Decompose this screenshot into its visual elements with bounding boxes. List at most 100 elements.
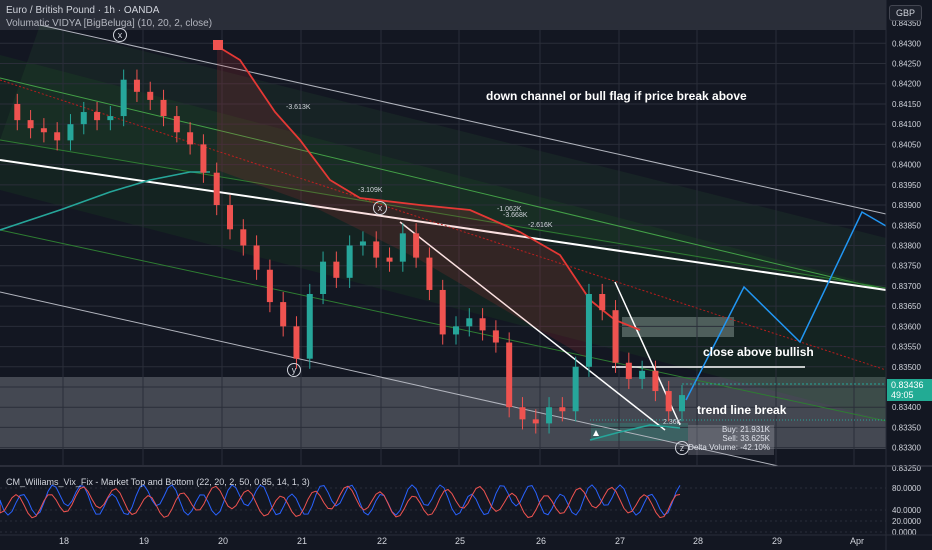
- x-tick-label: 25: [455, 536, 465, 546]
- x-tick-label: 29: [772, 536, 782, 546]
- candle-body: [280, 302, 287, 327]
- candle-body: [359, 241, 366, 246]
- y-tick-label: 0.84000: [892, 161, 921, 170]
- header-band: [0, 0, 886, 30]
- candle-body: [306, 294, 313, 359]
- x-tick-label: Apr: [850, 536, 864, 546]
- candle-body: [453, 326, 459, 335]
- y-tick-label: 0.84300: [892, 39, 921, 48]
- x-tick-label: 28: [693, 536, 703, 546]
- candle-body: [67, 124, 74, 141]
- candle-body: [94, 112, 101, 121]
- candle-body: [665, 391, 672, 412]
- main-trend-line: [0, 159, 887, 291]
- candle-body: [532, 419, 539, 424]
- candle-body: [120, 79, 127, 117]
- y-tick-label: 0.84250: [892, 60, 921, 69]
- candle-body: [399, 233, 406, 262]
- candle-body: [333, 261, 340, 278]
- candle-body: [572, 366, 579, 412]
- y-tick-label: 0.84350: [892, 19, 921, 28]
- candle-body: [386, 257, 393, 262]
- y-tick-label: 0.84150: [892, 100, 921, 109]
- osc-tick-label: 20.0000: [892, 517, 921, 526]
- candle-body: [652, 370, 659, 392]
- candle-body: [546, 407, 553, 424]
- annotation-close-above: close above bullish: [703, 345, 814, 359]
- candle-body: [133, 79, 140, 92]
- wave-label-y[interactable]: y: [287, 363, 301, 377]
- x-tick-label: 27: [615, 536, 625, 546]
- candles: [14, 69, 685, 434]
- red-mid-line: [0, 79, 887, 371]
- vidya-fill: [217, 46, 590, 360]
- price-axis: 0.84350 0.84300 0.84250 0.84200 0.84150 0.841…: [892, 19, 921, 473]
- annotation-trend-break: trend line break: [697, 403, 787, 417]
- y-tick-label: 0.83900: [892, 201, 921, 210]
- vol-label-1: -3.613K: [286, 104, 311, 111]
- delta-volume: Delta Volume: -42.10%: [688, 443, 770, 452]
- wave-label-x1[interactable]: x: [113, 28, 127, 42]
- y-tick-label: 0.83800: [892, 241, 921, 250]
- candle-body: [293, 326, 300, 359]
- currency-button[interactable]: GBP: [888, 5, 922, 21]
- x-tick-label: 18: [59, 536, 69, 546]
- y-tick-label: 0.83750: [892, 262, 921, 271]
- y-tick-label: 0.83400: [892, 403, 921, 412]
- vol-label-2: -3.109K: [358, 187, 383, 194]
- y-tick-label: 0.83550: [892, 343, 921, 352]
- symbol-title[interactable]: Euro / British Pound · 1h · OANDA: [6, 5, 160, 16]
- candle-body: [107, 116, 114, 121]
- candle-body: [639, 370, 646, 379]
- vol-label-4: -3.668K: [503, 212, 528, 219]
- x-tick-label: 22: [377, 536, 387, 546]
- current-price: 0.83436: [891, 380, 924, 390]
- projection-path: [685, 210, 887, 401]
- candle-body: [492, 330, 499, 343]
- x-tick-label: 20: [218, 536, 228, 546]
- channel-mid-green: [0, 77, 887, 291]
- candle-body: [479, 318, 486, 331]
- candle-body: [187, 132, 194, 145]
- candle-body: [612, 310, 619, 363]
- vol-label-6: 2.36K: [663, 419, 682, 426]
- candle-body: [506, 342, 513, 408]
- y-tick-label: 0.83300: [892, 444, 921, 453]
- y-tick-label: 0.83700: [892, 282, 921, 291]
- x-tick-label: 26: [536, 536, 546, 546]
- annotation-channel: down channel or bull flag if price break…: [486, 89, 747, 103]
- candle-body: [413, 233, 420, 258]
- candle-body: [227, 205, 233, 230]
- y-tick-label: 0.83850: [892, 221, 921, 230]
- sell-marker: [213, 40, 223, 50]
- y-tick-label: 0.83950: [892, 181, 921, 190]
- candle-body: [40, 128, 47, 133]
- candle-body: [80, 112, 87, 125]
- candle-body: [599, 294, 606, 311]
- oscillator-title[interactable]: CM_Williams_Vix_Fix - Market Top and Bot…: [6, 477, 310, 487]
- y-tick-label: 0.83350: [892, 423, 921, 432]
- candle-body: [466, 318, 473, 327]
- y-tick-label: 0.83250: [892, 464, 921, 473]
- indicator-title[interactable]: Volumatic VIDYA [BigBeluga] (10, 20, 2, …: [6, 18, 213, 29]
- candle-body: [14, 103, 21, 121]
- wave-label-x2[interactable]: x: [373, 201, 387, 215]
- bar-countdown: 49:05: [891, 390, 914, 400]
- candle-body: [160, 99, 167, 117]
- candle-body: [625, 362, 632, 379]
- candle-body: [373, 241, 380, 258]
- lower-channel-line: [0, 291, 797, 471]
- candle-body: [266, 269, 273, 303]
- y-tick-label: 0.83650: [892, 302, 921, 311]
- candle-body: [147, 91, 154, 100]
- candle-body: [54, 132, 61, 141]
- osc-tick-label: 40.0000: [892, 506, 921, 515]
- wave-label-z[interactable]: z: [675, 441, 689, 455]
- current-price-tag: 0.83436 49:05: [887, 379, 932, 401]
- resistance-box: [622, 317, 734, 337]
- osc-line-blue: [0, 484, 681, 516]
- candle-body: [213, 172, 220, 206]
- candle-body: [200, 144, 207, 173]
